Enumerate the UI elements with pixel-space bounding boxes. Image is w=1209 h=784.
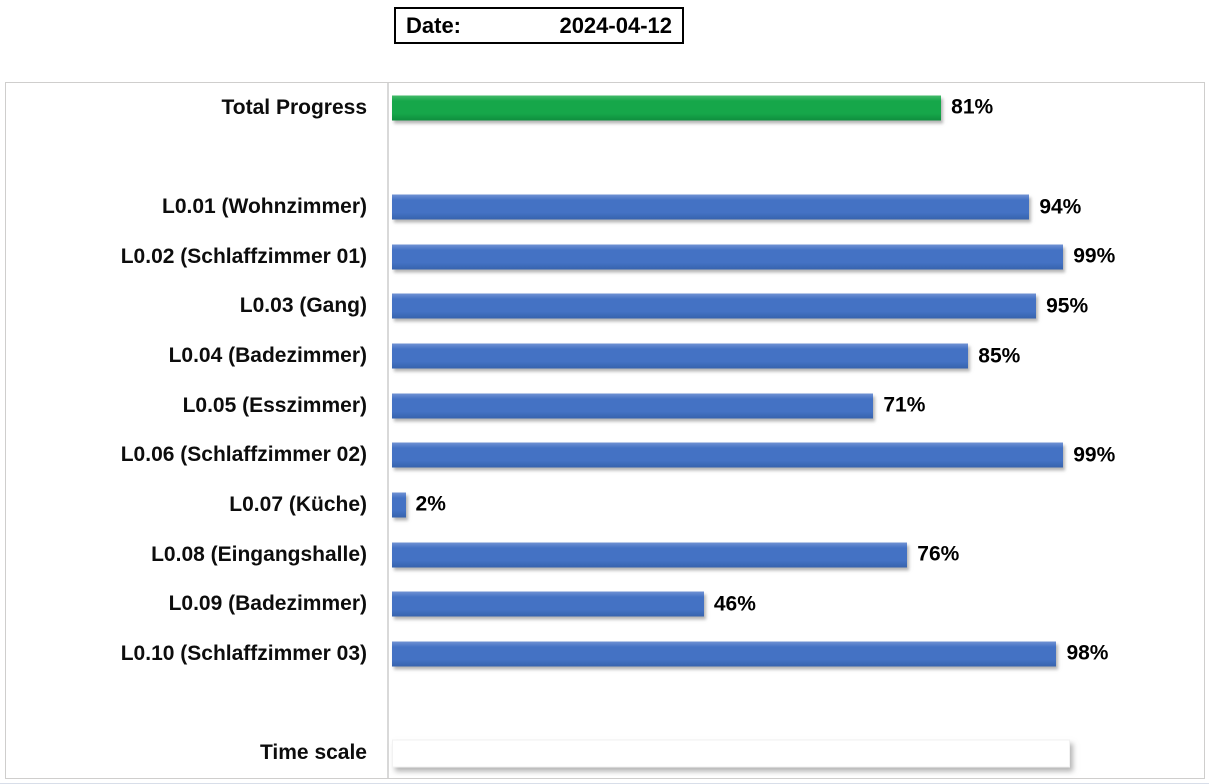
row-plot: 46% <box>387 579 1204 629</box>
chart-row-spacer <box>6 133 1204 183</box>
row-plot: 99% <box>387 430 1204 480</box>
row-scale: 99% <box>392 244 1115 270</box>
row-plot: 94% <box>387 182 1204 232</box>
row-plot: 99% <box>387 232 1204 282</box>
room-progress-bar <box>392 641 1057 667</box>
row-scale: 98% <box>392 641 1108 667</box>
room-progress-bar <box>392 343 969 369</box>
chart-rows: Total Progress 81% L0.01 (Wohnzimmer) 94% L0… <box>6 83 1204 778</box>
row-scale: 81% <box>392 95 1070 121</box>
value-label: 2% <box>415 492 446 516</box>
date-label: Date: <box>406 12 462 38</box>
row-label: Total Progress <box>221 95 367 119</box>
row-plot: 95% <box>387 282 1204 332</box>
row-label: L0.03 (Gang) <box>239 294 367 318</box>
room-progress-bar <box>392 293 1037 319</box>
chart-row: L0.01 (Wohnzimmer) 94% <box>6 182 1204 232</box>
row-plot: 81% <box>387 83 1204 133</box>
value-label: 76% <box>917 542 960 566</box>
row-label: L0.04 (Badezimmer) <box>168 344 367 368</box>
chart-row: L0.07 (Küche) 2% <box>6 480 1204 530</box>
row-label: L0.07 (Küche) <box>229 492 367 516</box>
value-label: 95% <box>1046 294 1089 318</box>
chart-row: L0.03 (Gang) 95% <box>6 282 1204 332</box>
chart-row: L0.04 (Badezimmer) 85% <box>6 331 1204 381</box>
row-label: Time scale <box>259 741 367 765</box>
row-plot: 76% <box>387 530 1204 580</box>
row-scale: 95% <box>392 293 1088 319</box>
progress-bar-chart: Total Progress 81% L0.01 (Wohnzimmer) 94% L0… <box>5 82 1205 779</box>
row-scale: 85% <box>392 343 1070 369</box>
row-scale: 2% <box>392 492 1070 518</box>
date-value: 2024-04-12 <box>559 12 672 38</box>
chart-row: L0.06 (Schlaffzimmer 02) 99% <box>6 430 1204 480</box>
chart-row: L0.05 (Esszimmer) 71% <box>6 381 1204 431</box>
chart-row: L0.10 (Schlaffzimmer 03) 98% <box>6 629 1204 679</box>
chart-row: L0.08 (Eingangshalle) 76% <box>6 530 1204 580</box>
chart-row: Time scale <box>6 728 1204 778</box>
row-label: L0.06 (Schlaffzimmer 02) <box>120 443 367 467</box>
row-plot: 98% <box>387 629 1204 679</box>
room-progress-bar <box>392 194 1030 220</box>
row-label: L0.10 (Schlaffzimmer 03) <box>120 641 367 665</box>
chart-row: L0.02 (Schlaffzimmer 01) 99% <box>6 232 1204 282</box>
value-label: 85% <box>978 344 1021 368</box>
value-label: 98% <box>1066 641 1109 665</box>
room-progress-bar <box>392 393 874 419</box>
value-label: 46% <box>713 592 756 616</box>
total-progress-bar <box>392 95 942 121</box>
value-label: 94% <box>1039 195 1082 219</box>
row-scale: 99% <box>392 442 1115 468</box>
row-scale: 46% <box>392 591 1070 617</box>
value-label: 99% <box>1073 244 1116 268</box>
row-label: L0.05 (Esszimmer) <box>182 393 367 417</box>
row-plot <box>387 728 1204 778</box>
chart-row: Total Progress 81% <box>6 83 1204 133</box>
row-scale <box>392 739 1070 768</box>
value-label: 99% <box>1073 443 1116 467</box>
row-scale: 76% <box>392 542 1070 568</box>
row-scale: 71% <box>392 393 1070 419</box>
room-progress-bar <box>392 442 1064 468</box>
category-axis-line <box>387 83 389 778</box>
row-plot: 2% <box>387 480 1204 530</box>
row-label: L0.01 (Wohnzimmer) <box>162 195 367 219</box>
row-plot: 71% <box>387 381 1204 431</box>
room-progress-bar <box>392 244 1064 270</box>
chart-row-spacer <box>6 679 1204 729</box>
date-box: Date: 2024-04-12 <box>394 7 684 44</box>
row-label: L0.09 (Badezimmer) <box>168 592 367 616</box>
row-label: L0.02 (Schlaffzimmer 01) <box>120 244 367 268</box>
row-plot: 85% <box>387 331 1204 381</box>
timescale-bar <box>392 739 1070 768</box>
chart-row: L0.09 (Badezimmer) 46% <box>6 579 1204 629</box>
value-label: 81% <box>951 95 994 119</box>
row-scale: 94% <box>392 194 1081 220</box>
room-progress-bar <box>392 591 704 617</box>
value-label: 71% <box>883 393 926 417</box>
room-progress-bar <box>392 542 908 568</box>
room-progress-bar <box>392 492 406 518</box>
row-label: L0.08 (Eingangshalle) <box>151 542 367 566</box>
